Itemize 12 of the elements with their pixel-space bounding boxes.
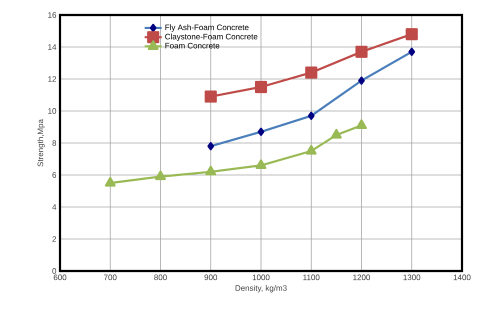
point	[256, 159, 266, 169]
point	[356, 119, 367, 129]
point	[330, 128, 342, 139]
point	[305, 66, 318, 79]
point	[204, 90, 217, 103]
point	[254, 80, 268, 94]
point	[306, 144, 317, 155]
point	[104, 176, 116, 187]
point	[155, 170, 166, 180]
point	[205, 166, 216, 176]
point	[406, 28, 418, 40]
point	[355, 46, 368, 58]
